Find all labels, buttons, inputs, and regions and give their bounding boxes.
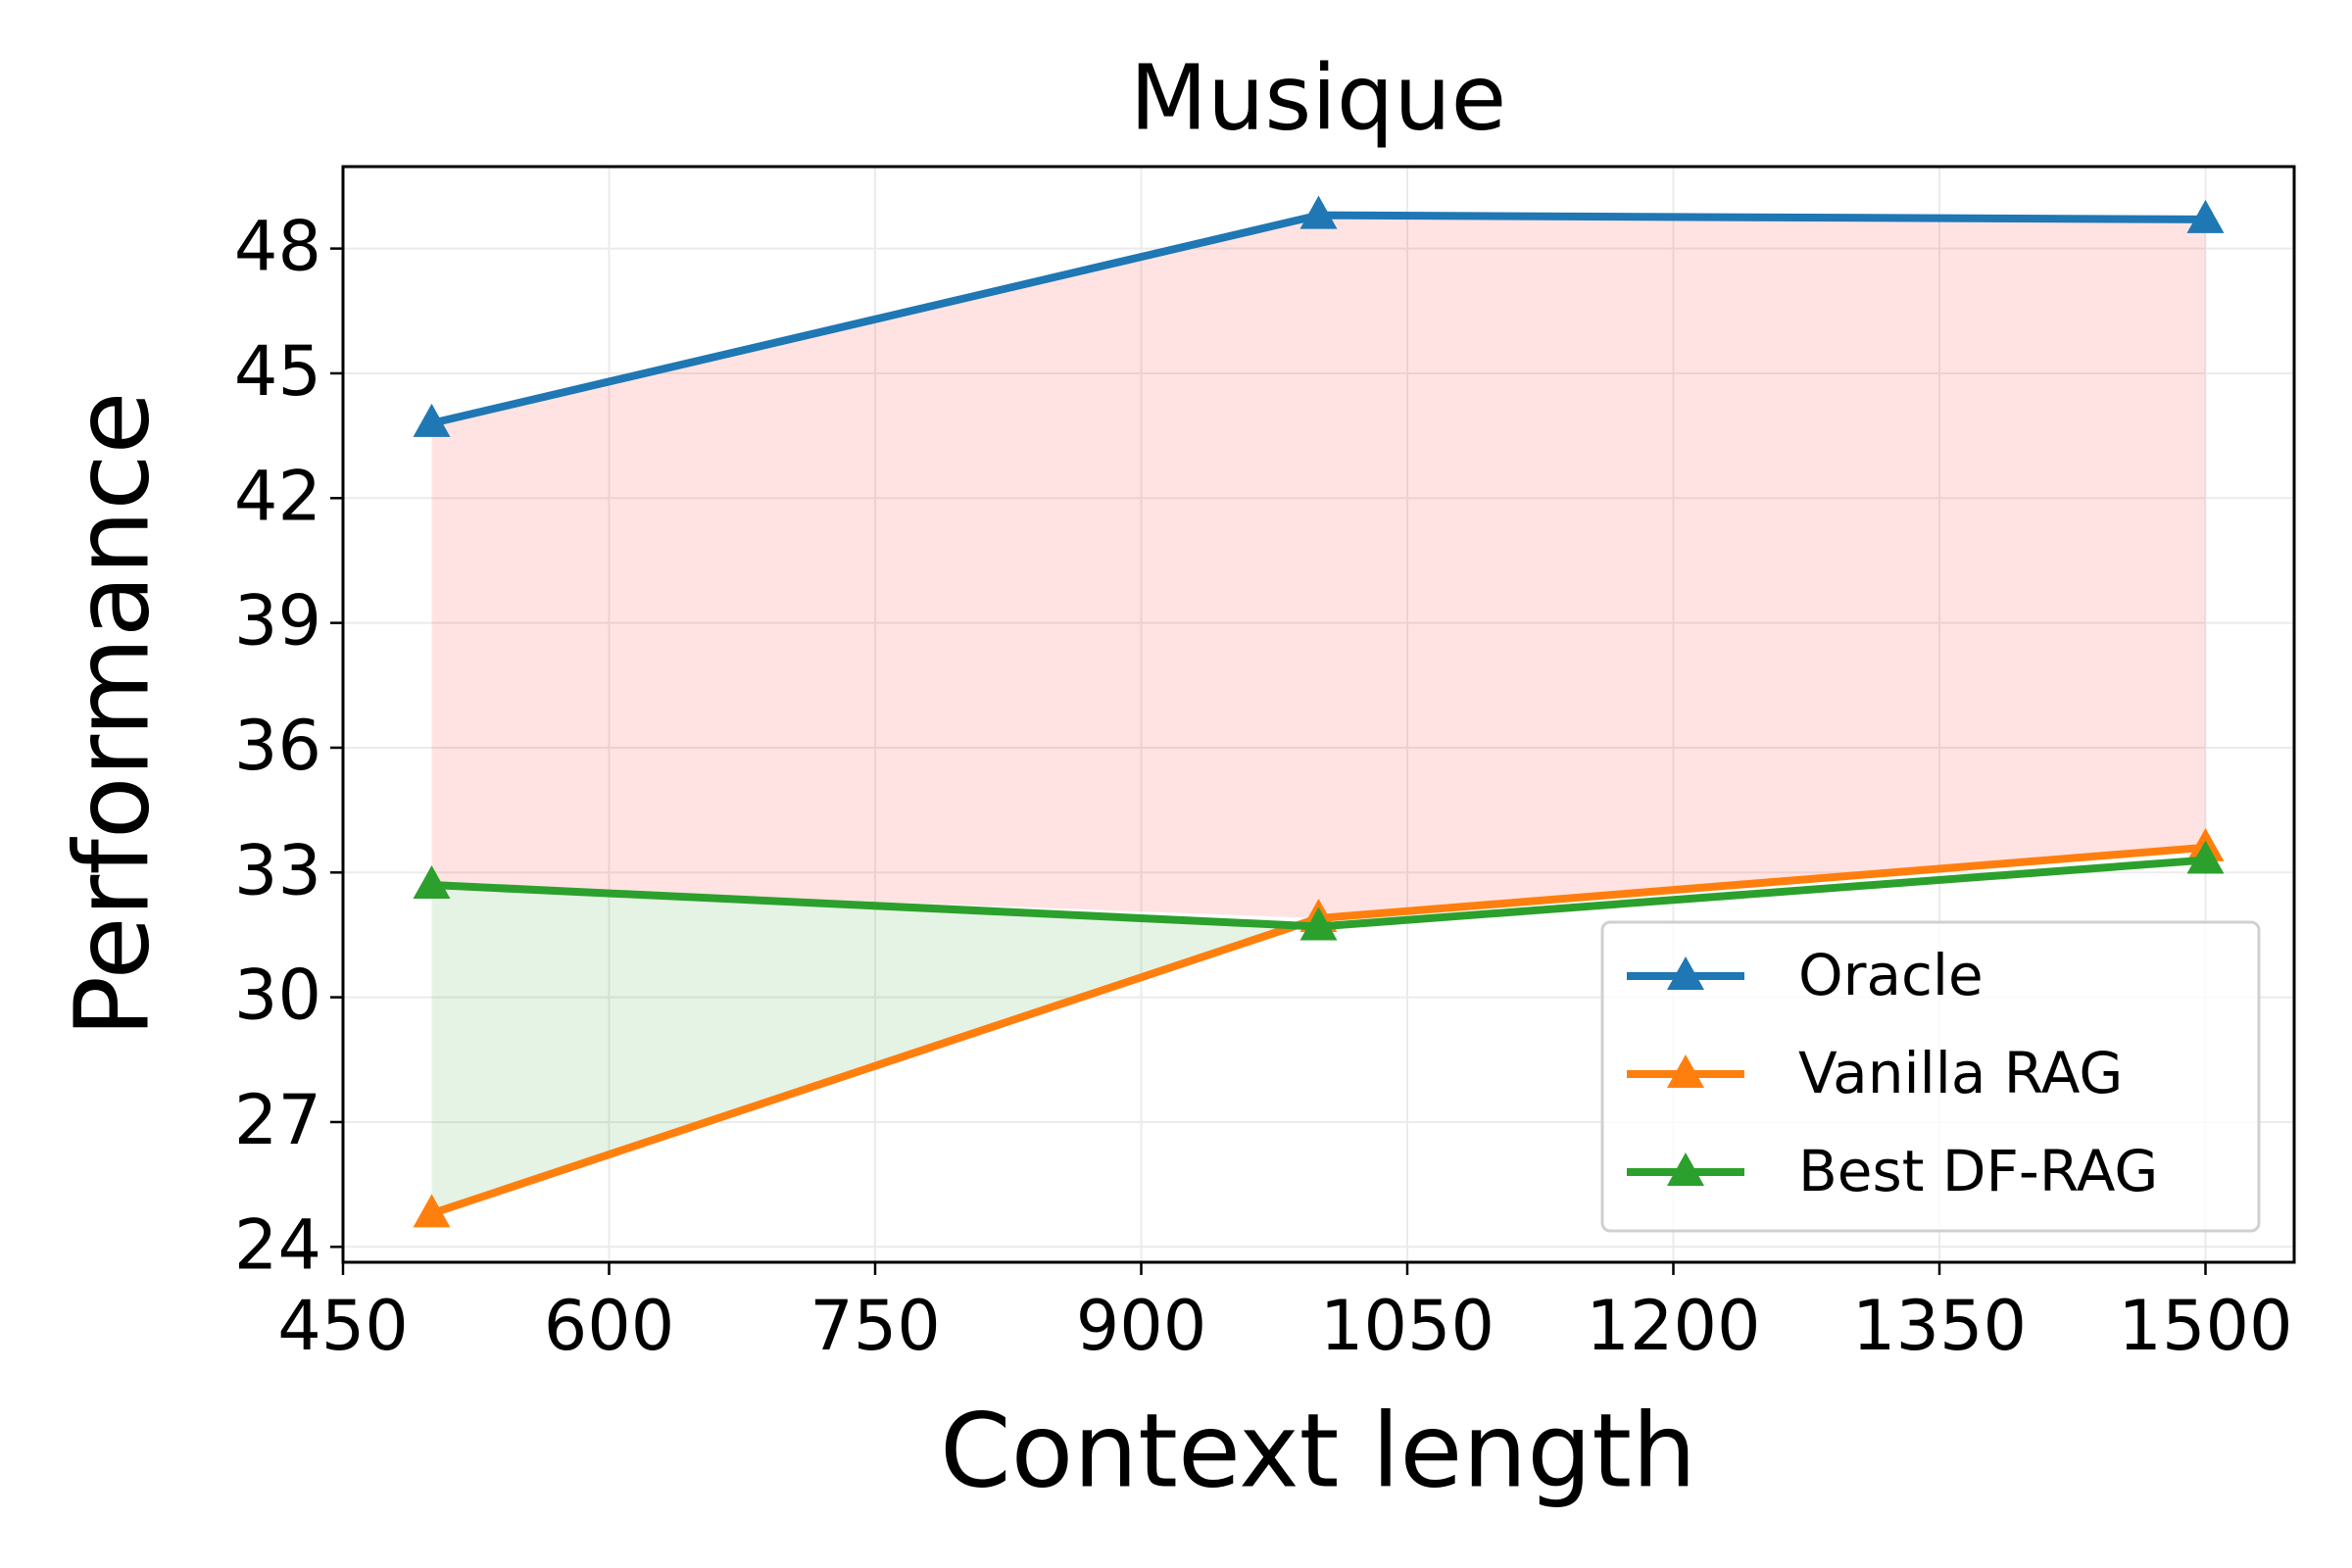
legend-marker [1667,1152,1704,1186]
marker [1299,195,1338,229]
marker [2186,840,2225,874]
legend-label: Best DF-RAG [1798,1138,2158,1204]
x-tick-label: 1200 [1586,1286,1760,1366]
y-tick-label: 33 [234,830,321,910]
marker [1299,906,1338,941]
marker [413,865,451,900]
y-tick-label: 39 [234,581,321,662]
x-tick-label: 1500 [2118,1286,2292,1366]
marker [413,1194,451,1228]
legend-box [1600,920,2261,1233]
y-tick-label: 30 [234,956,321,1036]
x-tick-label: 1050 [1320,1286,1494,1366]
x-tick-label: 1350 [1852,1286,2027,1366]
marker [2186,199,2225,233]
plot-frame [341,165,2296,1264]
y-tick-label: 24 [234,1204,321,1285]
x-tick-label: 750 [809,1286,941,1366]
legend-label: Oracle [1798,942,1984,1008]
y-tick-label: 27 [234,1080,321,1160]
x-tick-label: 600 [544,1286,675,1366]
legend-marker [1667,1054,1704,1088]
x-axis-label: Context length [940,1391,1696,1510]
legend-marker [1667,956,1704,990]
y-tick-label: 36 [234,706,321,786]
y-tick-label: 42 [234,456,321,536]
legend-label: Vanilla RAG [1798,1040,2123,1106]
x-tick-label: 900 [1076,1286,1207,1366]
x-tick-label: 450 [277,1286,409,1366]
marker [413,403,451,437]
chart-title: Musique [1130,45,1507,150]
gap-area [431,215,2206,918]
y-tick-label: 48 [234,207,321,287]
gain-area [431,885,1298,1214]
y-tick-label: 45 [234,331,321,412]
y-axis-label: Performance [52,391,172,1037]
